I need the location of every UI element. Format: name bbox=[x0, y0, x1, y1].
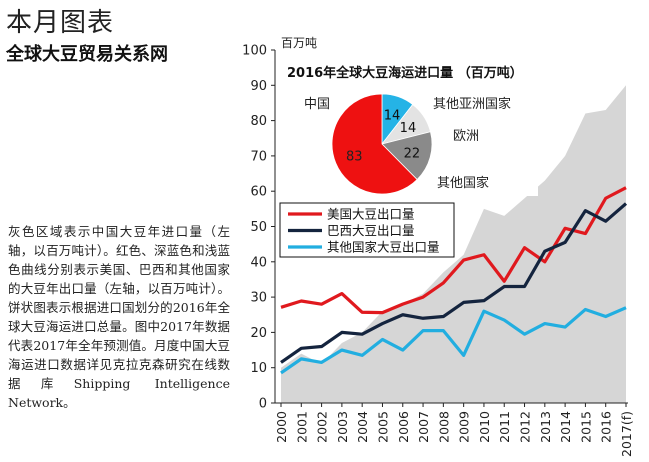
pie-title: 2016年全球大豆海运进口量 （百万吨） bbox=[287, 65, 523, 81]
chart-description: 灰色区域表示中国大豆年进口量（左轴，以百万吨计）。红色、深蓝色和浅蓝色曲线分别表… bbox=[8, 224, 230, 410]
x-tick-label: 2000 bbox=[274, 411, 289, 443]
x-tick-label: 2008 bbox=[436, 411, 451, 443]
y-tick-label: 40 bbox=[250, 255, 267, 270]
pie-category-label: 欧洲 bbox=[453, 129, 479, 144]
us-export-line bbox=[280, 186, 627, 315]
x-tick-label: 2017(f) bbox=[619, 411, 634, 457]
x-tick-label: 2003 bbox=[335, 411, 350, 443]
pie-slice-china bbox=[331, 93, 418, 195]
x-tick-label: 2002 bbox=[315, 411, 330, 443]
x-tick-label: 2011 bbox=[497, 411, 512, 443]
x-tick-label: 2006 bbox=[396, 411, 411, 443]
x-tick-label: 2007 bbox=[416, 411, 431, 443]
brazil-export-line bbox=[280, 202, 628, 364]
legend-label: 美国大豆出口量 bbox=[327, 207, 415, 222]
pie-category-label: 其他亚洲国家 bbox=[433, 96, 511, 112]
y-tick-label: 90 bbox=[250, 79, 267, 94]
x-tick-label: 2013 bbox=[538, 411, 553, 443]
y-tick-label: 0 bbox=[259, 397, 267, 412]
y-tick-label: 10 bbox=[250, 361, 267, 376]
legend-label: 其他国家大豆出口量 bbox=[327, 240, 440, 255]
y-tick-label: 20 bbox=[250, 326, 267, 341]
y-tick-label: 60 bbox=[250, 185, 267, 200]
x-tick-label: 2001 bbox=[294, 411, 309, 443]
y-tick-label: 70 bbox=[250, 149, 267, 164]
pie-value-label: 83 bbox=[346, 149, 363, 164]
pie-value-label: 14 bbox=[384, 109, 401, 124]
y-tick-label: 100 bbox=[242, 44, 267, 59]
pie-category-label: 其他国家 bbox=[437, 175, 489, 191]
x-tick-label: 2010 bbox=[477, 411, 492, 443]
x-tick-label: 2012 bbox=[518, 411, 533, 443]
x-tick-label: 2009 bbox=[457, 411, 472, 443]
pie-category-label: 中国 bbox=[304, 97, 330, 112]
other-export-line bbox=[280, 306, 627, 375]
x-tick-label: 2014 bbox=[558, 411, 573, 443]
y-tick-label: 30 bbox=[250, 291, 267, 306]
x-tick-label: 2016 bbox=[599, 411, 614, 443]
china-import-area bbox=[281, 85, 626, 404]
pie-value-label: 22 bbox=[404, 146, 421, 161]
page-title: 本月图表 bbox=[6, 8, 115, 38]
pie-slice-other bbox=[381, 131, 433, 181]
pie-value-label: 14 bbox=[400, 121, 417, 136]
x-tick-label: 2004 bbox=[355, 411, 370, 443]
x-tick-label: 2015 bbox=[578, 411, 593, 443]
y-unit-label: 百万吨 bbox=[281, 36, 317, 50]
legend-label: 巴西大豆出口量 bbox=[327, 223, 415, 238]
x-tick-label: 2005 bbox=[375, 411, 390, 443]
y-tick-label: 50 bbox=[250, 220, 267, 235]
chart-subtitle: 全球大豆贸易关系网 bbox=[6, 44, 168, 65]
y-tick-label: 80 bbox=[250, 114, 267, 129]
